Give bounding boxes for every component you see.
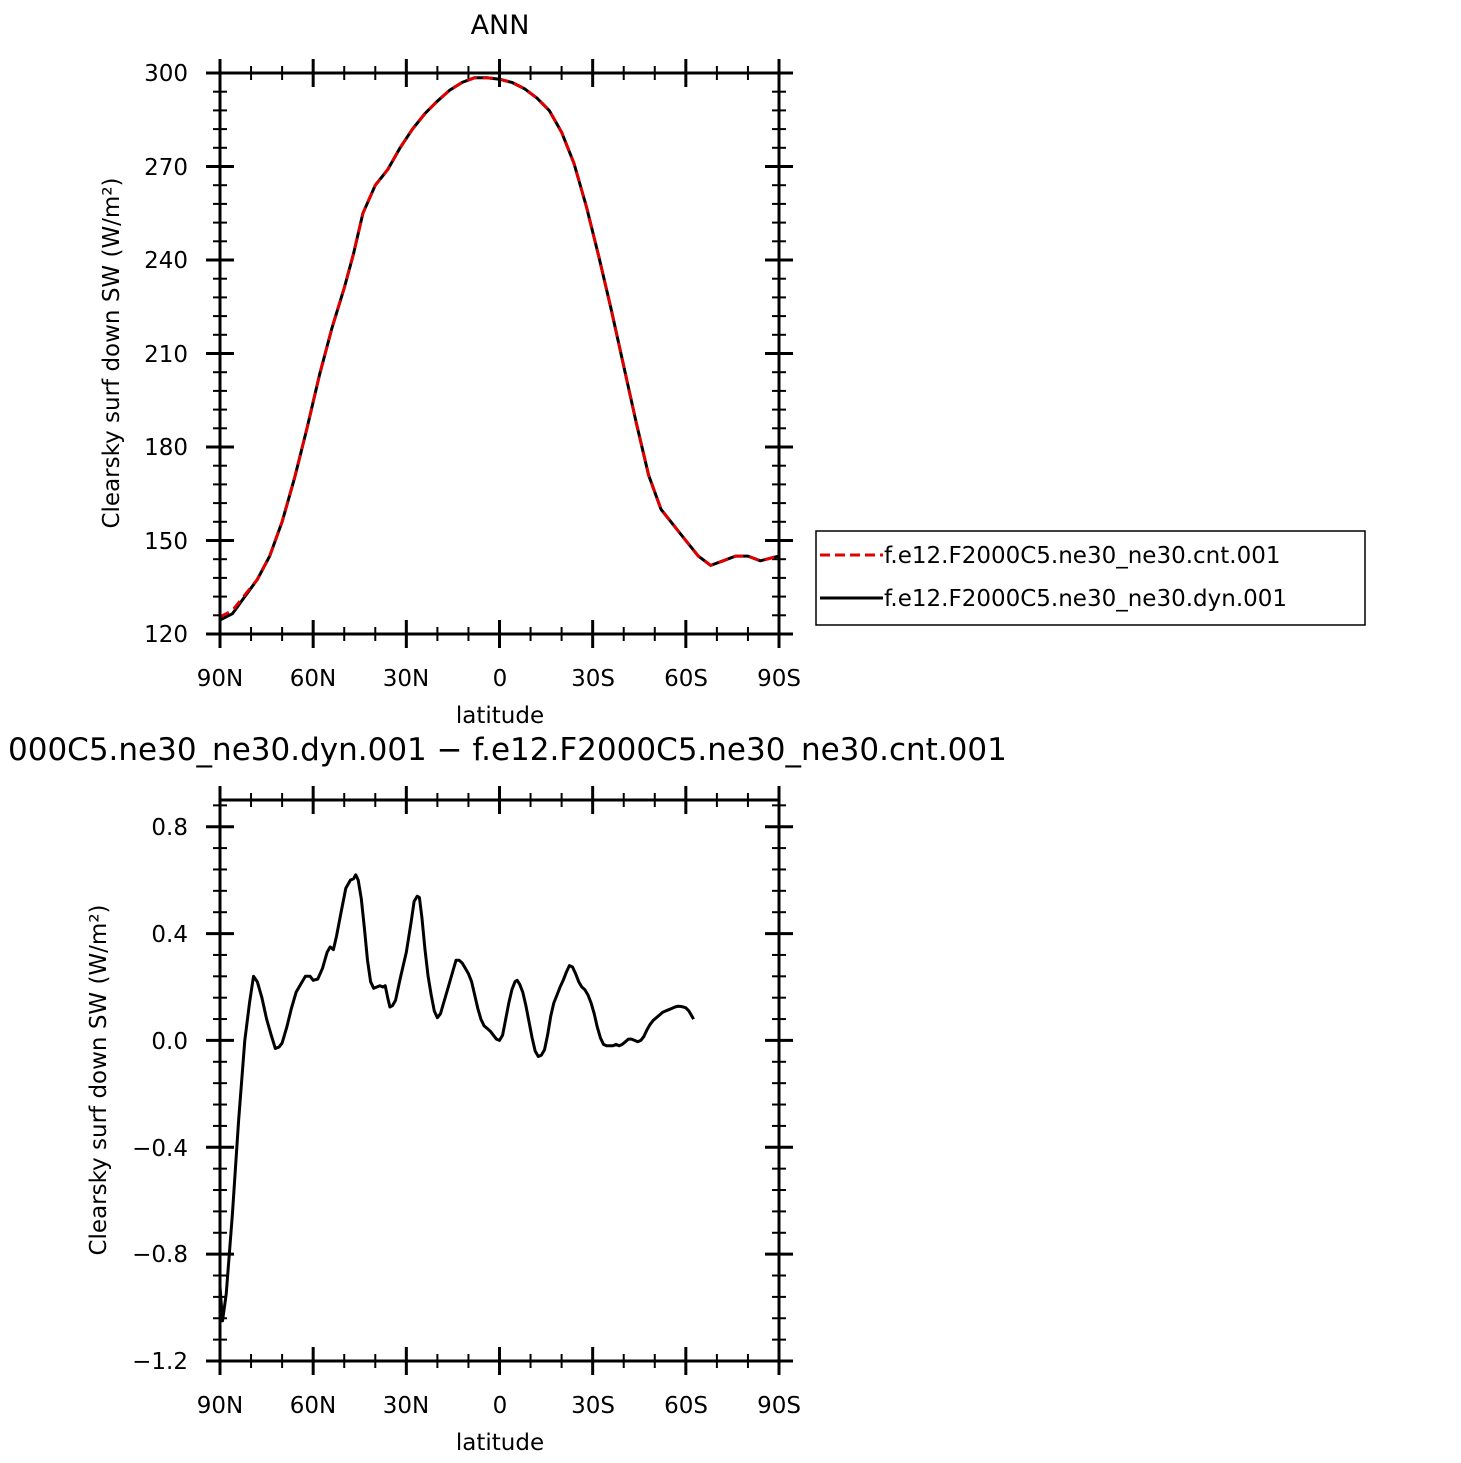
bottom-plot-frame (218, 798, 781, 1363)
top-major-ticks (206, 59, 793, 648)
bottom-x-axis-label: latitude (456, 1430, 544, 1456)
top-y-tick-label: 270 (144, 155, 188, 181)
bottom-x-tick-label: 0 (493, 1393, 508, 1419)
top-series-line-dyn (219, 76, 780, 622)
top-y-tick-labels: 300 270 240 210 180 150 120 (144, 61, 188, 648)
top-y-tick-label: 300 (144, 61, 188, 87)
top-y-tick-label: 150 (144, 529, 188, 555)
top-x-tick-label: 60S (664, 666, 708, 692)
top-x-axis-label: latitude (456, 703, 544, 729)
bottom-y-tick-label: −1.2 (132, 1349, 188, 1375)
bottom-x-tick-label: 30S (571, 1393, 615, 1419)
top-y-tick-label: 210 (144, 342, 188, 368)
top-x-tick-label: 30S (571, 666, 615, 692)
top-y-tick-label: 240 (144, 248, 188, 274)
legend: f.e12.F2000C5.ne30_ne30.cnt.001 f.e12.F2… (815, 530, 1366, 626)
bottom-x-tick-label: 60S (664, 1393, 708, 1419)
bottom-y-tick-label: −0.4 (132, 1136, 188, 1162)
bottom-panel: 000C5.ne30_ne30.dyn.001 − f.e12.F2000C5.… (8, 732, 1007, 1456)
bottom-minor-ticks (213, 793, 786, 1368)
bottom-x-tick-label: 30N (383, 1393, 429, 1419)
bottom-y-tick-label: 0.8 (151, 815, 188, 841)
top-y-tick-label: 120 (144, 622, 188, 648)
bottom-major-ticks (206, 786, 793, 1375)
bottom-series-line-diff (218, 873, 695, 1323)
top-series (219, 76, 780, 622)
bottom-y-tick-labels: 0.8 0.4 0.0 −0.4 −0.8 −1.2 (132, 815, 188, 1375)
top-minor-ticks (213, 66, 786, 641)
legend-label-cnt: f.e12.F2000C5.ne30_ne30.cnt.001 (884, 543, 1280, 569)
top-y-tick-label: 180 (144, 435, 188, 461)
bottom-x-tick-label: 90N (197, 1393, 243, 1419)
legend-box (815, 530, 1366, 626)
top-x-tick-label: 90N (197, 666, 243, 692)
bottom-x-tick-labels: 90N 60N 30N 0 30S 60S 90S (197, 1393, 801, 1419)
top-x-tick-labels: 90N 60N 30N 0 30S 60S 90S (197, 666, 801, 692)
top-series-line-cnt (219, 76, 780, 619)
bottom-x-tick-label: 60N (290, 1393, 336, 1419)
top-x-tick-label: 60N (290, 666, 336, 692)
legend-label-dyn: f.e12.F2000C5.ne30_ne30.dyn.001 (884, 586, 1287, 612)
top-panel: ANN 300 270 240 210 180 150 120 90N 60N … (99, 10, 1366, 729)
bottom-y-tick-label: −0.8 (132, 1242, 188, 1268)
bottom-chart-title: 000C5.ne30_ne30.dyn.001 − f.e12.F2000C5.… (8, 732, 1007, 768)
bottom-y-tick-label: 0.4 (151, 922, 188, 948)
bottom-y-axis-label: Clearsky surf down SW (W/m²) (86, 904, 112, 1255)
top-chart-title: ANN (471, 10, 530, 41)
top-x-tick-label: 0 (493, 666, 508, 692)
top-x-tick-label: 30N (383, 666, 429, 692)
bottom-x-tick-label: 90S (757, 1393, 801, 1419)
top-y-axis-label: Clearsky surf down SW (W/m²) (99, 177, 125, 528)
bottom-series (218, 873, 695, 1323)
top-x-tick-label: 90S (757, 666, 801, 692)
bottom-y-tick-label: 0.0 (151, 1029, 188, 1055)
